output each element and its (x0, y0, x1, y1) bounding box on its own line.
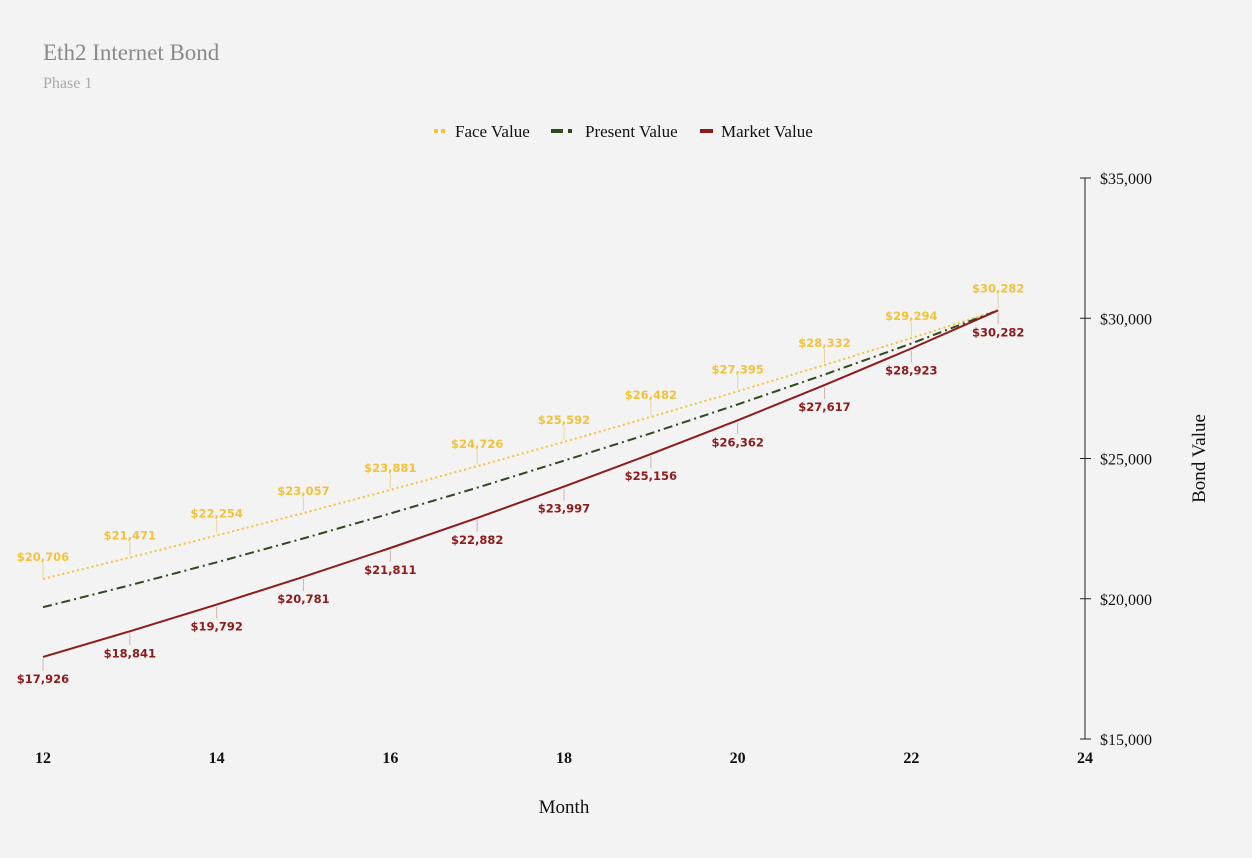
data-label-market-value: $19,792 (190, 620, 242, 634)
x-tick-label: 18 (556, 750, 572, 767)
x-tick-label: 12 (35, 750, 51, 767)
legend-label: Face Value (455, 122, 530, 141)
data-label-face-value: $20,706 (17, 550, 69, 564)
y-tick-label: $15,000 (1100, 732, 1152, 749)
data-label-face-value: $22,254 (190, 507, 242, 521)
x-tick-label: 14 (209, 750, 225, 767)
y-tick-label: $25,000 (1100, 452, 1152, 469)
legend-swatch (568, 129, 572, 133)
data-label-market-value: $20,781 (277, 592, 329, 606)
data-label-face-value: $24,726 (451, 437, 503, 451)
axes: $15,000 $20,000 $25,000 $30,000 $35,000 Bond … (35, 171, 1210, 818)
legend-swatch (700, 129, 713, 133)
chart-subtitle: Phase 1 (43, 75, 93, 92)
legend-item-market-value: Market Value (700, 122, 813, 141)
legend-label: Market Value (721, 122, 813, 141)
data-label-market-value: $21,811 (364, 563, 416, 577)
data-label-face-value: $26,482 (625, 388, 677, 402)
data-label-face-value: $21,471 (104, 528, 156, 542)
legend-label: Present Value (585, 122, 678, 141)
y-tick-label: $20,000 (1100, 592, 1152, 609)
data-label-market-value: $18,841 (104, 646, 156, 660)
data-label-market-value: $17,926 (17, 672, 69, 686)
data-label-market-value: $27,617 (798, 400, 850, 414)
data-label-face-value: $23,881 (364, 461, 416, 475)
legend-item-face-value: Face Value (434, 122, 530, 141)
data-label-market-value: $23,997 (538, 502, 590, 516)
legend-swatch (551, 129, 563, 133)
legend: Face Value Present Value Market Value (434, 122, 813, 141)
legend-swatch (434, 129, 438, 133)
series-lines (42, 309, 999, 658)
data-label-market-value: $22,882 (451, 533, 503, 547)
data-label-face-value: $30,282 (972, 281, 1024, 295)
x-tick-label: 16 (382, 750, 398, 767)
data-label-face-value: $29,294 (885, 309, 937, 323)
series-line-market-value (42, 309, 999, 658)
data-label-market-value: $28,923 (885, 363, 937, 377)
x-tick-label: 24 (1077, 750, 1093, 767)
x-tick-label: 22 (903, 750, 919, 767)
y-tick-label: $30,000 (1100, 311, 1152, 328)
x-tick-label: 20 (730, 750, 746, 767)
data-label-face-value: $28,332 (798, 336, 850, 350)
y-axis-title: Bond Value (1189, 414, 1210, 503)
y-tick-label: $35,000 (1100, 171, 1152, 188)
series-line-present-value (42, 309, 999, 609)
data-label-market-value: $25,156 (625, 469, 677, 483)
chart-title: Eth2 Internet Bond (43, 40, 220, 65)
data-label-face-value: $27,395 (711, 362, 763, 376)
data-label-face-value: $25,592 (538, 413, 590, 427)
series-line-face-value (42, 309, 999, 580)
data-label-market-value: $26,362 (711, 435, 763, 449)
data-label-face-value: $23,057 (277, 484, 329, 498)
data-labels: $20,706 $17,926 $21,471 $18,841 $22,254 $19,7… (17, 281, 1025, 686)
legend-swatch (441, 129, 445, 133)
label-leaders (42, 294, 999, 671)
x-axis-title: Month (539, 797, 590, 818)
legend-item-present-value: Present Value (551, 122, 678, 141)
data-label-market-value: $30,282 (972, 325, 1024, 339)
